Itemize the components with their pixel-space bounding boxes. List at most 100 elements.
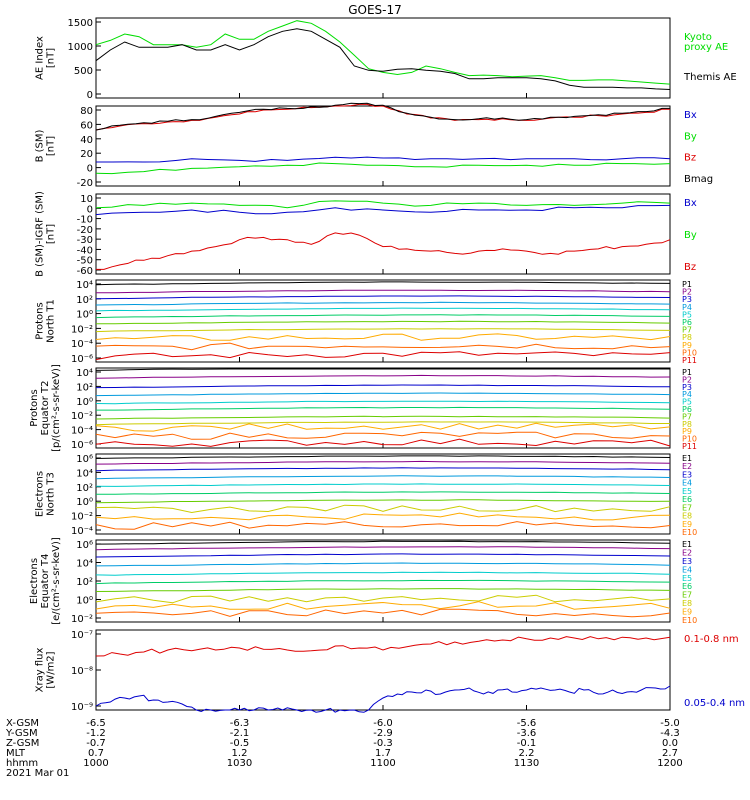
y-axis-label: Equator T4 [40,554,51,609]
legend-p1: P1 [682,280,692,289]
legend-p4: P4 [682,390,692,399]
legend-entry: By [684,230,697,241]
channel-line-e9 [95,512,671,521]
y-tick-label: 10⁻⁶ [71,354,93,365]
channel-line-p6 [95,314,671,319]
y-tick-label: 10⁻² [71,614,93,625]
channel-line-p2 [95,374,671,379]
channel-line-e4 [95,475,671,480]
footer-value: 1.2 [232,748,248,759]
legend-entry: Bx [684,110,697,121]
y-tick-label: 10² [76,577,93,588]
y-tick-label: -40 [77,245,93,256]
footer-label: hhmm [6,758,38,769]
panel-frame [95,105,671,187]
legend-e10: E10 [682,616,697,625]
panel-frame [95,193,671,275]
channel-line-e8 [95,504,671,514]
panel-bigrf: 100-10-20-30-40-50-60 B (SM)-IGRF (SM) [nT… [35,191,697,277]
channel-line-p7 [95,415,671,420]
channel-line-e6 [95,491,671,495]
panel-pn: 10⁴ 10² 10⁰ 10⁻² 10⁻⁴ 10⁻⁶ Protons North T1 P1P2… [35,279,697,365]
panel-bsm: 80 60 40 20 0 -20 B (SM) [nT] Bx By Bz Bmag [35,102,713,189]
legend-e9: E9 [682,608,692,617]
channel-line-e10 [95,608,671,618]
legend-p5: P5 [682,310,692,319]
channel-line-e5 [95,571,671,576]
y-tick-label: 10⁶ [76,540,93,551]
legend-p11: P11 [682,442,697,451]
channel-line-p8 [95,328,671,333]
footer-value: 1.7 [375,748,391,759]
y-tick-label: -10 [77,215,93,226]
legend-e7: E7 [682,503,692,512]
y-tick-label: 20 [80,149,93,160]
legend-p11: P11 [682,356,697,365]
channel-line-p3 [95,384,671,389]
y-tick-label: 10⁻² [71,411,93,422]
series-line-by [95,162,671,175]
y-tick-label: 80 [80,106,93,117]
y-tick-label: 10⁻⁹ [71,702,93,713]
footer-value: 2.2 [519,748,535,759]
legend-entry: Bx [684,198,697,209]
panel-pe: 10⁴ 10² 10⁰ 10⁻² 10⁻⁴ 10⁻⁶ Protons Equator T2 [p… [29,364,697,452]
y-tick-label: 10⁰ [76,310,93,321]
legend-entry: Themis AE [683,72,737,83]
footer-value: -0.1 [517,738,537,749]
legend-p7: P7 [682,412,692,421]
y-tick-label: 1000 [68,42,93,53]
channel-line-e9 [95,601,671,610]
y-tick-label: -30 [77,235,93,246]
series-line-kyoto-proxy-ae [95,20,671,85]
channel-line-p1 [95,368,670,371]
channel-line-p11 [95,351,671,361]
legend-e4: E4 [682,565,692,574]
channel-line-p10 [95,342,671,351]
channel-line-p10 [95,431,671,440]
channel-line-e7 [95,588,671,592]
legend-entry: Bz [684,262,696,273]
channel-line-e3 [95,467,671,472]
channel-line-p4 [95,301,671,306]
series-line-0-1-0-8-nm [95,636,671,657]
channel-line-p1 [95,281,671,286]
legend-entry: Kyoto [684,32,712,43]
y-tick-label: 10⁰ [76,596,93,607]
y-tick-label: 10⁻⁴ [71,426,93,437]
legend-p3: P3 [682,295,692,304]
y-tick-label: 10² [76,295,93,306]
y-axis-label: B (SM) [35,129,46,162]
legend-e5: E5 [682,574,692,583]
channel-line-p3 [95,295,671,300]
channel-line-p7 [95,320,671,325]
y-tick-label: 0 [87,90,93,101]
series-line-bx [96,156,671,163]
y-tick-label: 0 [87,164,93,175]
y-axis-label: AE Index [35,36,46,80]
footer-value: 1030 [227,758,252,769]
y-tick-label: 1500 [68,18,93,29]
legend-p2: P2 [682,288,692,297]
date-label: 2021 Mar 01 [6,768,69,779]
y-axis-label: Equator T2 [40,381,51,436]
series-line-themis-ae [95,28,671,90]
y-axis-label: [nT] [46,136,57,156]
series-line-by [95,200,671,209]
legend-p1: P1 [682,368,692,377]
y-axis-label: [p/(cm²-s-sr-keV)] [51,364,62,452]
channel-line-e6 [95,579,671,585]
legend-e4: E4 [682,479,692,488]
footer-value: -3.6 [517,728,537,739]
footer-value: 0.7 [88,748,104,759]
y-tick-label: -20 [77,225,93,236]
y-tick-label: 10⁶ [76,454,93,465]
channel-line-e8 [95,594,671,604]
legend-e1: E1 [682,540,692,549]
y-axis-label: B (SM)-IGRF (SM) [35,191,46,277]
y-tick-label: 10⁻⁸ [71,666,93,677]
legend-p6: P6 [682,405,692,414]
channel-line-e1 [95,455,671,459]
legend-entry: 0.05-0.4 nm [684,698,745,709]
